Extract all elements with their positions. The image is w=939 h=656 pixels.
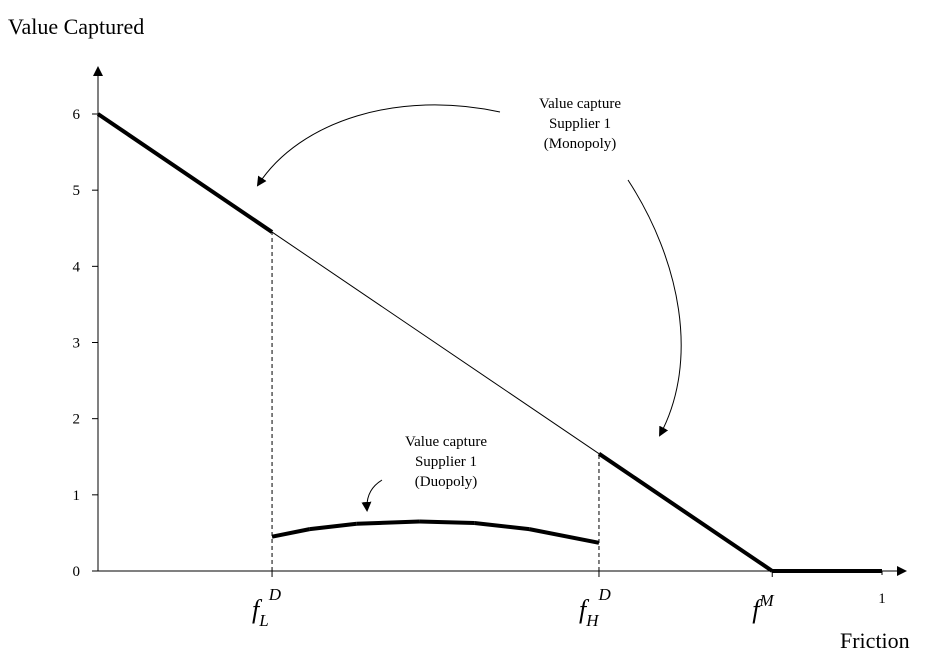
x-tick-label: 1 — [878, 591, 886, 607]
x-tick-label-base: f — [752, 595, 763, 624]
y-tick-label: 2 — [73, 412, 81, 428]
x-tick-label-sup: M — [758, 591, 774, 610]
annotation: Supplier 1 — [415, 454, 477, 470]
x-tick-label-sup: D — [597, 585, 611, 604]
x-tick-label: fHD — [579, 585, 612, 630]
line-segment — [96, 112, 274, 234]
x-tick-label: fLD — [252, 585, 282, 630]
line-segment — [419, 519, 475, 526]
y-tick-label: 4 — [73, 259, 81, 275]
x-tick-label-sub: H — [585, 611, 600, 630]
annotation: Supplier 1 — [549, 116, 611, 132]
x-axis-label: Friction — [840, 628, 910, 653]
annotation: Value capture — [405, 434, 487, 450]
x-tick-label-base: f — [579, 595, 590, 624]
annotation-arrow — [627, 179, 682, 437]
annotation-arrow — [256, 104, 501, 187]
x-tick-label-base: f — [252, 595, 263, 624]
line-segment — [271, 231, 600, 455]
line-segment — [474, 521, 530, 532]
annotation: (Monopoly) — [544, 136, 617, 152]
line-segment — [309, 521, 357, 532]
annotation-arrow — [361, 479, 383, 512]
x-tick-label-sup: D — [268, 585, 282, 604]
line-segment — [528, 527, 600, 545]
chart-title: Value Captured — [8, 14, 144, 39]
y-tick-label: 6 — [73, 107, 81, 123]
y-tick-label: 5 — [73, 183, 81, 199]
line-segment — [597, 452, 774, 573]
line-segment — [356, 519, 420, 526]
x-tick-label: fM — [752, 591, 774, 624]
series-line — [96, 112, 882, 573]
x-tick-label-sub: L — [258, 611, 268, 630]
annotation: (Duopoly) — [415, 474, 478, 490]
annotation: Value capture — [539, 96, 621, 112]
series-line — [271, 519, 600, 545]
y-tick-label: 3 — [73, 336, 81, 352]
y-tick-label: 0 — [73, 564, 81, 580]
line-segment — [271, 527, 311, 539]
y-tick-label: 1 — [73, 488, 81, 504]
